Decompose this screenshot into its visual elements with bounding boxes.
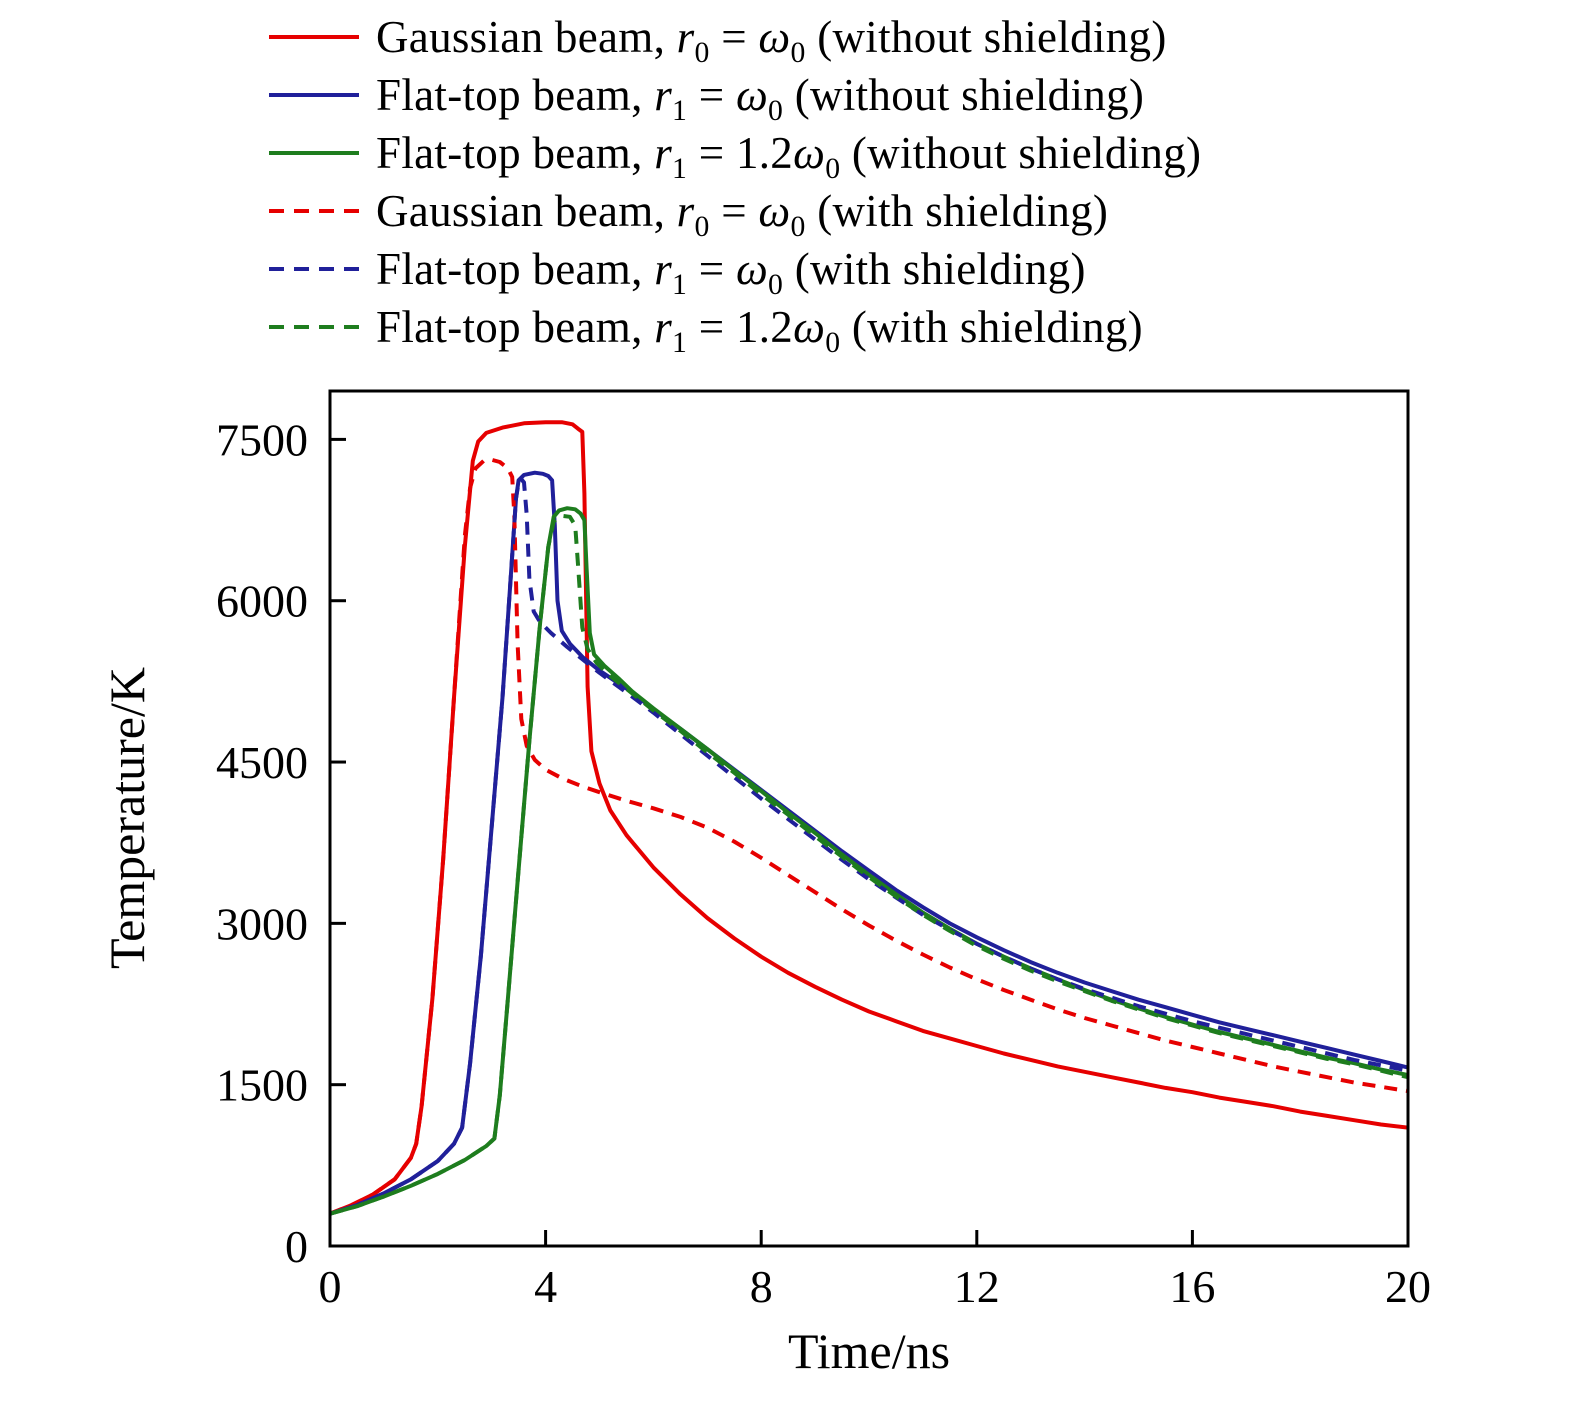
x-tick-label: 16 [1169, 1261, 1215, 1312]
x-tick-label: 8 [750, 1261, 773, 1312]
legend-item: Flat-top beam, r1 = 1.2ω0 (without shiel… [268, 124, 1202, 185]
y-tick-label: 4500 [216, 737, 308, 788]
legend-label: Flat-top beam, r1 = ω0 (with shielding) [376, 244, 1086, 301]
y-tick-label: 6000 [216, 576, 308, 627]
y-tick-label: 1500 [216, 1060, 308, 1111]
x-tick-label: 20 [1385, 1261, 1431, 1312]
legend-label: Flat-top beam, r1 = ω0 (without shieldin… [376, 70, 1145, 127]
y-axis-label: Temperature/K [99, 667, 155, 969]
x-tick-label: 4 [534, 1261, 557, 1312]
legend-line-sample [269, 35, 359, 39]
y-tick-label: 7500 [216, 414, 308, 465]
x-tick-label: 0 [319, 1261, 342, 1312]
legend-label: Flat-top beam, r1 = 1.2ω0 (without shiel… [376, 128, 1202, 185]
legend-line-sample [269, 151, 359, 155]
legend-item: Gaussian beam, r0 = ω0 (with shielding) [268, 182, 1201, 243]
chart-plot: 0 4 8 12 16 20 0 1500 3000 4500 6000 7500 [216, 389, 1431, 1312]
legend: Gaussian beam, r0 = ω0 (without shieldin… [268, 8, 1202, 359]
series-gaussian-r0-w0-with-shielding [330, 457, 1408, 1216]
legend-label: Flat-top beam, r1 = 1.2ω0 (with shieldin… [376, 302, 1143, 359]
legend-item: Flat-top beam, r1 = ω0 (with shielding) [268, 240, 1201, 301]
y-tick-label: 0 [285, 1221, 308, 1272]
series-flattop-r1-1p2w0-with-shielding [330, 513, 1408, 1216]
x-tick-label: 12 [954, 1261, 1000, 1312]
legend-line-sample [269, 325, 359, 329]
legend-label: Gaussian beam, r0 = ω0 (without shieldin… [376, 12, 1167, 69]
legend-item: Flat-top beam, r1 = 1.2ω0 (with shieldin… [268, 298, 1201, 359]
legend-line-sample [269, 93, 359, 97]
series-gaussian-r0-w0-without-shielding [330, 420, 1408, 1216]
legend-label: Gaussian beam, r0 = ω0 (with shielding) [376, 186, 1109, 243]
series-flattop-r1-1p2w0-without-shielding [330, 506, 1408, 1216]
legend-item: Flat-top beam, r1 = ω0 (without shieldin… [268, 66, 1201, 127]
y-tick-label: 3000 [216, 898, 308, 949]
legend-line-sample [269, 209, 359, 213]
plot-border [328, 389, 1410, 1248]
x-axis-label: Time/ns [787, 1323, 951, 1379]
series-flattop-r1-w0-with-shielding [330, 477, 1408, 1216]
legend-line-sample [269, 267, 359, 271]
legend-item: Gaussian beam, r0 = ω0 (without shieldin… [268, 8, 1201, 69]
